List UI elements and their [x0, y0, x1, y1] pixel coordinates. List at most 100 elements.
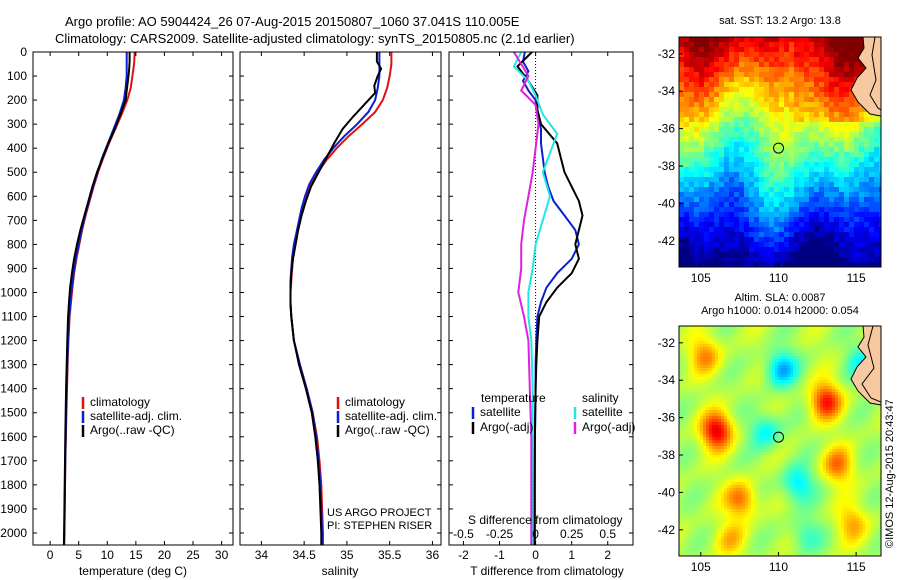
- sst-cell: [739, 37, 745, 43]
- sla-cell: [823, 413, 827, 417]
- sst-cell: [839, 82, 845, 88]
- sla-cell: [835, 413, 839, 417]
- sla-cell: [802, 431, 806, 435]
- sst-cell: [834, 212, 840, 218]
- sla-cell: [775, 410, 779, 414]
- sst-cell: [874, 137, 880, 143]
- sla-cell: [688, 410, 692, 414]
- sst-cell: [719, 157, 725, 163]
- sla-cell: [811, 401, 815, 405]
- sla-cell: [850, 353, 854, 357]
- sla-cell: [790, 404, 794, 408]
- sla-cell: [829, 446, 833, 450]
- sla-cell: [700, 416, 704, 420]
- sla-cell: [718, 329, 722, 333]
- depth-tick-label: 1800: [0, 478, 27, 492]
- sst-cell: [819, 62, 825, 68]
- sla-cell: [685, 443, 689, 447]
- sst-cell: [769, 257, 775, 263]
- sla-cell: [850, 386, 854, 390]
- sst-cell: [774, 182, 780, 188]
- sla-cell: [820, 446, 824, 450]
- sla-cell: [694, 386, 698, 390]
- sst-cell: [824, 37, 830, 43]
- sst-cell: [769, 82, 775, 88]
- sla-cell: [775, 392, 779, 396]
- sst-cell: [784, 192, 790, 198]
- sla-cell: [763, 383, 767, 387]
- sla-cell: [790, 395, 794, 399]
- sla-cell: [832, 377, 836, 381]
- sla-cell: [829, 353, 833, 357]
- sla-cell: [826, 407, 830, 411]
- sla-cell: [718, 446, 722, 450]
- sla-cell: [796, 365, 800, 369]
- sla-cell: [775, 326, 779, 330]
- sst-cell: [879, 152, 881, 158]
- sla-cell: [826, 353, 830, 357]
- sst-cell: [704, 122, 710, 128]
- sla-cell: [823, 374, 827, 378]
- sst-cell: [694, 92, 700, 98]
- sla-cell: [811, 416, 815, 420]
- sla-cell: [748, 428, 752, 432]
- sla-cell: [715, 377, 719, 381]
- sla-cell: [721, 425, 725, 429]
- sst-cell: [749, 177, 755, 183]
- sla-cell: [772, 440, 776, 444]
- sst-cell: [874, 197, 880, 203]
- sla-cell: [685, 425, 689, 429]
- sst-cell: [709, 212, 715, 218]
- sla-cell: [835, 326, 839, 330]
- sst-cell: [774, 252, 780, 258]
- sla-cell: [715, 431, 719, 435]
- sla-cell: [679, 392, 683, 396]
- sla-cell: [820, 353, 824, 357]
- sst-cell: [709, 37, 715, 43]
- sst-cell: [684, 152, 690, 158]
- sst-cell: [749, 202, 755, 208]
- sst-cell: [814, 232, 820, 238]
- sst-cell: [769, 152, 775, 158]
- sst-cell: [854, 257, 860, 263]
- sla-cell: [718, 371, 722, 375]
- sst-cell: [769, 202, 775, 208]
- sla-cell: [787, 446, 791, 450]
- sst-cell: [854, 207, 860, 213]
- sla-cell: [862, 398, 866, 402]
- sla-cell: [745, 344, 749, 348]
- sla-cell: [766, 377, 770, 381]
- sst-cell: [694, 72, 700, 78]
- sla-cell: [739, 434, 743, 438]
- sla-cell: [844, 392, 848, 396]
- sst-cell: [779, 137, 785, 143]
- sla-cell: [811, 443, 815, 447]
- sla-cell: [751, 425, 755, 429]
- sst-cell: [699, 262, 705, 267]
- sla-cell: [748, 374, 752, 378]
- sla-cell: [814, 341, 818, 345]
- sst-cell: [804, 232, 810, 238]
- sst-cell: [689, 152, 695, 158]
- sla-cell: [877, 428, 881, 432]
- sst-cell: [874, 162, 880, 168]
- sst-cell: [719, 72, 725, 78]
- sla-cell: [724, 371, 728, 375]
- sla-cell: [727, 353, 731, 357]
- sla-cell: [763, 380, 767, 384]
- sla-cell: [766, 434, 770, 438]
- sla-cell: [850, 347, 854, 351]
- sst-cell: [734, 97, 740, 103]
- sla-cell: [742, 407, 746, 411]
- sla-cell: [748, 335, 752, 339]
- sla-cell: [721, 335, 725, 339]
- sla-cell: [712, 362, 716, 366]
- sla-cell: [853, 353, 857, 357]
- sst-cell: [879, 257, 881, 263]
- sst-cell: [824, 77, 830, 83]
- sla-cell: [679, 365, 683, 369]
- sla-cell: [781, 437, 785, 441]
- sla-cell: [814, 380, 818, 384]
- sla-cell: [754, 380, 758, 384]
- sla-cell: [796, 341, 800, 345]
